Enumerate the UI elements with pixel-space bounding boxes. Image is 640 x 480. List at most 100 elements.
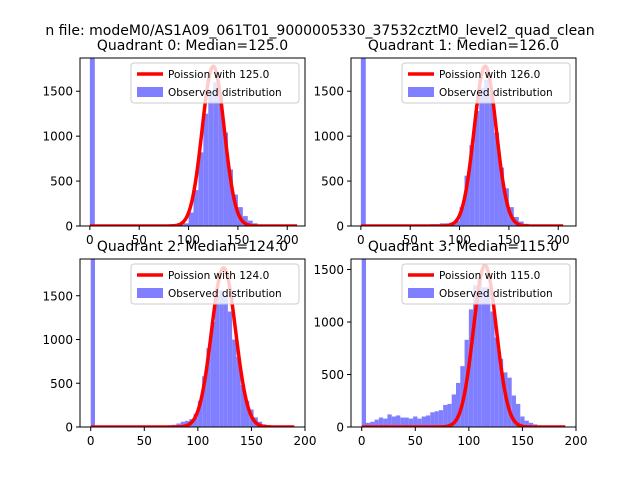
histogram-bar (421, 416, 426, 427)
axes-frame (350, 57, 577, 227)
histogram-bar (193, 413, 198, 427)
x-tick-label: 150 (226, 233, 249, 247)
legend-label-observed: Observed distribution (439, 288, 553, 300)
histogram-bar (188, 212, 194, 226)
legend: Poission with 125.0 Observed distribution (130, 62, 300, 104)
y-tick-label: 0 (65, 220, 73, 234)
x-tick-label: 0 (87, 434, 95, 448)
histogram-bar (183, 223, 189, 226)
x-tick-label: 50 (403, 233, 418, 247)
histogram-bar (202, 376, 207, 427)
histogram-bar (203, 113, 209, 226)
histogram-bar (456, 382, 461, 427)
histogram-bar (227, 311, 233, 427)
histogram-bar (481, 287, 486, 427)
histogram-bar (498, 358, 504, 427)
histogram-bar (218, 95, 224, 226)
histogram-bar (494, 337, 499, 427)
subplot-2: 0 50 100 150 200 0 500 1000 1500 Quadrant 2: Medi… (42, 239, 316, 448)
histogram-bar (451, 394, 456, 427)
legend-label-poisson: Poission with 124.0 (168, 270, 269, 282)
x-tick-label: 100 (177, 233, 200, 247)
histogram-bar (524, 420, 529, 427)
histogram-bar (223, 132, 229, 226)
histogram-bar (370, 421, 375, 427)
legend-label-observed: Observed distribution (168, 87, 282, 99)
legend-label-observed: Observed distribution (168, 288, 282, 300)
legend-patch-swatch (137, 87, 163, 97)
histogram-bar (360, 58, 366, 226)
histogram-bar (387, 414, 392, 427)
y-tick-label: 500 (50, 175, 73, 189)
axes-frame (350, 258, 577, 428)
x-tick-label: 200 (547, 233, 570, 247)
histogram-bar (228, 169, 233, 226)
histogram-bar (413, 416, 418, 427)
histogram-bar (198, 152, 204, 226)
histogram-bar (494, 132, 500, 226)
subplot-1: 0 50 100 150 200 0 500 1000 1500 Quadrant 1: Medi… (313, 38, 577, 247)
histogram-bar (383, 418, 388, 427)
histogram-bar (443, 404, 448, 427)
histogram-bar (438, 410, 444, 427)
histogram-bar (511, 395, 516, 427)
histogram-bar (197, 400, 203, 427)
histogram-bar (90, 259, 95, 427)
legend-patch-swatch (137, 288, 163, 298)
legend-label-observed: Observed distribution (439, 87, 553, 99)
histogram-bar (499, 167, 504, 226)
histogram-bar (408, 418, 414, 427)
x-tick-label: 150 (497, 233, 520, 247)
subplot-title: Quadrant 1: Median=126.0 (368, 38, 559, 54)
legend: Poission with 115.0 Observed distribution (401, 263, 571, 305)
y-tick-label: 1000 (313, 316, 344, 330)
y-tick-label: 1500 (313, 85, 344, 99)
y-tick-label: 1000 (42, 130, 73, 144)
histogram-bar (479, 87, 485, 226)
histogram-bar (464, 175, 470, 226)
y-tick-label: 1500 (313, 263, 344, 277)
subplot-0: 0 50 100 150 200 0 500 1000 1500 Quadrant 0: Medi… (42, 38, 306, 247)
y-tick-label: 0 (65, 421, 73, 435)
legend-box (401, 263, 571, 305)
x-tick-label: 150 (240, 434, 263, 448)
histogram-bar (366, 422, 371, 427)
histogram-bar (474, 111, 480, 226)
histogram-bar (215, 295, 220, 427)
histogram-bar (206, 348, 211, 427)
x-tick-label: 200 (276, 233, 299, 247)
legend-label-poisson: Poission with 126.0 (439, 69, 540, 81)
histogram-bar (210, 322, 215, 427)
histogram-bar (426, 415, 431, 427)
histogram-bar (247, 220, 253, 226)
histogram-bar (361, 259, 366, 427)
y-tick-label: 1500 (42, 289, 73, 303)
histogram-bar (240, 385, 245, 427)
y-tick-label: 500 (321, 368, 344, 382)
histogram-bar (374, 419, 379, 427)
x-tick-label: 200 (294, 434, 317, 448)
histogram-bar (378, 417, 384, 427)
y-tick-label: 1000 (42, 333, 73, 347)
subplot-title: Quadrant 0: Median=125.0 (97, 38, 288, 54)
histogram-bar (391, 416, 396, 427)
histogram-bar (468, 309, 474, 427)
x-tick-label: 0 (86, 233, 94, 247)
histogram-bar (404, 417, 409, 427)
histogram-bar (459, 207, 465, 226)
y-tick-label: 1000 (313, 130, 344, 144)
histogram-bar (245, 400, 250, 427)
histogram-bar (434, 411, 439, 427)
axes-frame (79, 258, 306, 428)
histogram-bar (400, 417, 405, 427)
histogram-bar (219, 290, 224, 427)
y-tick-label: 0 (336, 220, 344, 234)
legend-box (130, 62, 300, 104)
x-tick-label: 100 (448, 233, 471, 247)
subplot-3: 0 50 100 150 200 0 500 1000 1500 Quadrant 3: Medi… (313, 239, 587, 448)
legend-label-poisson: Poission with 115.0 (439, 270, 540, 282)
y-tick-label: 500 (50, 377, 73, 391)
plot-area (90, 259, 295, 427)
histogram-bar (223, 295, 228, 427)
